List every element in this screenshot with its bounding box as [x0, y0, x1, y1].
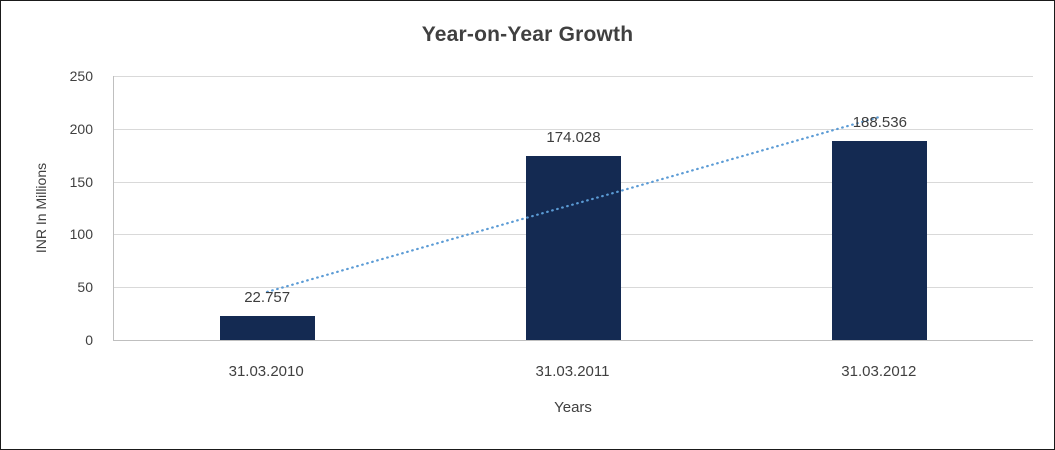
bar-31.03.2010 — [219, 315, 315, 340]
y-tick-label: 100 — [69, 226, 93, 243]
bar-31.03.2012 — [832, 140, 928, 340]
gridline — [114, 76, 1033, 77]
x-axis-title: Years — [554, 399, 592, 416]
bar-value-label: 22.757 — [244, 288, 291, 306]
y-tick-label: 50 — [77, 279, 93, 296]
x-axis-category-labels: 31.03.2010 31.03.2011 31.03.2012 — [113, 341, 1033, 380]
x-category-label: 31.03.2011 — [535, 363, 610, 380]
y-tick-label: 200 — [69, 120, 93, 137]
y-tick-label: 250 — [69, 68, 93, 84]
plot-area: 22.757 174.028 188.536 — [113, 76, 1033, 341]
y-axis-tick-labels: 0 50 100 150 200 250 — [1, 68, 103, 348]
bar-value-label: 188.536 — [852, 113, 907, 131]
x-category-label: 31.03.2012 — [841, 363, 917, 380]
bar-value-label: 174.028 — [546, 129, 601, 147]
bar-31.03.2011 — [526, 156, 621, 340]
chart-title: Year-on-Year Growth — [421, 23, 634, 46]
x-category-label: 31.03.2010 — [228, 363, 304, 380]
y-tick-label: 150 — [69, 173, 93, 190]
y-tick-label: 0 — [85, 332, 93, 348]
